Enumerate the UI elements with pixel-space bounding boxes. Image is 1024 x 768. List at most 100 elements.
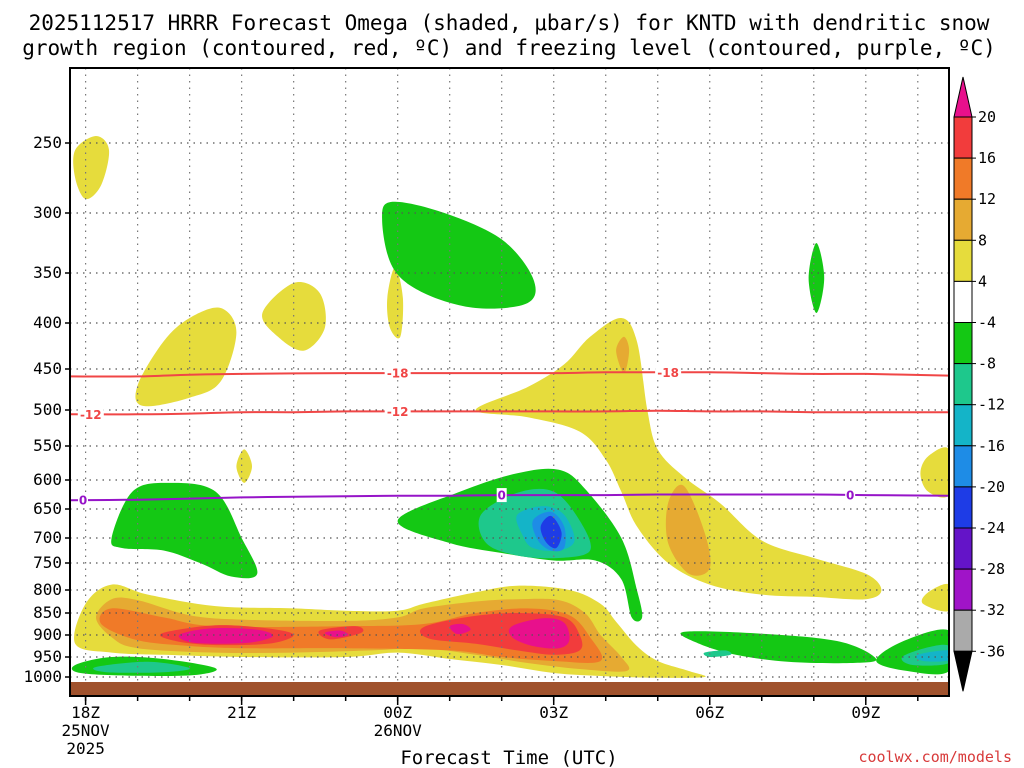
colorbar-swatch-5: [953, 280, 973, 323]
colorbar-label--32: -32: [978, 601, 1005, 619]
y-tick-label-500: 500: [33, 400, 62, 419]
omega-pos-4-6: [73, 136, 110, 200]
dgz-minus-12-label-0: -12: [80, 408, 102, 422]
y-tick-label-800: 800: [33, 580, 62, 599]
y-tick-label-750: 750: [33, 553, 62, 572]
colorbar-label-16: 16: [978, 149, 996, 167]
colorbar-label--8: -8: [978, 355, 996, 373]
freezing-level-0-label-2: 0: [846, 488, 854, 502]
y-tick-label-400: 400: [33, 313, 62, 332]
y-tick-label-700: 700: [33, 528, 62, 547]
colorbar-swatch-12: [953, 568, 973, 611]
omega-pos-20-3: [449, 623, 471, 635]
y-tick-label-550: 550: [33, 436, 62, 455]
colorbar-label--16: -16: [978, 437, 1005, 455]
y-tick-label-1000: 1000: [23, 667, 62, 686]
omega-pos-4-9: [921, 583, 949, 612]
plot-frame: [69, 67, 950, 697]
colorbar-swatch-10: [953, 486, 973, 529]
colorbar-label--20: -20: [978, 478, 1005, 496]
y-tick-label-950: 950: [33, 647, 62, 666]
omega-pos-4-3: [135, 307, 237, 407]
colorbar-label--24: -24: [978, 519, 1005, 537]
omega-pos-4-8: [920, 447, 949, 498]
y-tick-label-250: 250: [33, 133, 62, 152]
omega-pos-8-3: [616, 336, 630, 374]
omega-neg-8-4: [703, 650, 732, 658]
omega-pos-8-2: [665, 484, 711, 576]
y-tick-label-600: 600: [33, 470, 62, 489]
x-tick-label-06Z: 06Z: [695, 703, 724, 722]
colorbar-label--36: -36: [978, 642, 1005, 660]
y-tick-label-850: 850: [33, 603, 62, 622]
credit-text: coolwx.com/models: [858, 748, 1012, 766]
omega-pos-20-1: [178, 628, 274, 644]
contour-layer: -18 -18 -12 -12 0 0 0: [70, 365, 949, 508]
x-axis-title: Forecast Time (UTC): [400, 747, 617, 768]
dgz-minus-12-label-1: -12: [387, 405, 409, 419]
freezing-level-0-label-bg-0: [78, 493, 89, 508]
freezing-level-0-label-bg-2: [845, 487, 856, 502]
omega-neg-4-1: [111, 482, 258, 579]
y-tick-label-900: 900: [33, 625, 62, 644]
y-tick-label-350: 350: [33, 263, 62, 282]
colorbar-label--28: -28: [978, 560, 1005, 578]
omega-neg-12-2: [916, 650, 949, 662]
dgz-minus-12-line: [70, 409, 949, 416]
dgz-minus-18-line: [70, 371, 949, 378]
dgz-minus-18-label-bg-1: [655, 365, 682, 380]
omega-pos-4-2: [475, 317, 882, 600]
omega-neg-8-2: [93, 661, 190, 673]
omega-neg-20-1: [540, 515, 562, 549]
x-date-label-25NOV: 25NOV: [62, 721, 111, 740]
colorbar-min-arrow: [953, 650, 973, 692]
dgz-minus-12-label-bg-0: [77, 407, 104, 422]
chart-title-line1: 2025112517 HRRR Forecast Omega (shaded, …: [29, 11, 990, 35]
colorbar-swatch-2: [953, 157, 973, 200]
colorbar-swatch-3: [953, 198, 973, 241]
colorbar-swatch-7: [953, 363, 973, 406]
omega-neg-4-3: [382, 201, 536, 309]
y-axis: 250 300 350 400 450 500 550 600 650 700 750 800 850 9…: [23, 133, 70, 686]
omega-pos-4-5: [387, 267, 404, 339]
y-tick-label-650: 650: [33, 499, 62, 518]
x-date-label-26NOV: 26NOV: [374, 721, 423, 740]
colorbar-swatch-1: [953, 116, 973, 159]
colorbar-swatch-9: [953, 445, 973, 488]
dgz-minus-18-label-1: -18: [657, 366, 679, 380]
colorbar-swatch-8: [953, 404, 973, 447]
dgz-minus-18-label-bg-0: [384, 366, 411, 381]
colorbar: 20 16 12 8 4 -4 -8 -12 -16 -20 -24 -28 -32 -36: [953, 76, 1005, 692]
x-tick-label-00Z: 00Z: [383, 703, 412, 722]
colorbar-label-20: 20: [978, 108, 996, 126]
y-tick-label-300: 300: [33, 203, 62, 222]
freezing-level-0-label-1: 0: [498, 489, 506, 503]
omega-shading-layer: [71, 136, 949, 678]
colorbar-swatch-13: [953, 609, 973, 652]
colorbar-label--12: -12: [978, 396, 1005, 414]
colorbar-swatch-11: [953, 527, 973, 570]
grid-layer: [70, 68, 949, 696]
dgz-minus-18-label-0: -18: [387, 367, 409, 381]
x-year-label: 2025: [66, 739, 105, 758]
x-tick-label-03Z: 03Z: [539, 703, 568, 722]
freezing-level-0-label-0: 0: [79, 494, 87, 508]
ground-terrain-bar: [70, 682, 949, 695]
omega-pos-20-4: [508, 618, 570, 649]
y-tick-label-450: 450: [33, 359, 62, 378]
freezing-level-0-label-bg-1: [496, 488, 507, 503]
chart-title-line2: growth region (contoured, red, ºC) and f…: [22, 36, 996, 60]
colorbar-label-4: 4: [978, 272, 987, 290]
colorbar-max-arrow: [953, 76, 973, 118]
omega-pos-4-7: [236, 449, 252, 483]
colorbar-swatch-6: [953, 322, 973, 365]
colorbar-label-12: 12: [978, 190, 996, 208]
omega-neg-4-7: [808, 243, 825, 313]
x-tick-label-09Z: 09Z: [851, 703, 880, 722]
omega-neg-4-4: [680, 631, 877, 664]
colorbar-swatch-4: [953, 239, 973, 282]
x-tick-label-18Z: 18Z: [71, 703, 100, 722]
colorbar-label--4: -4: [978, 314, 996, 332]
